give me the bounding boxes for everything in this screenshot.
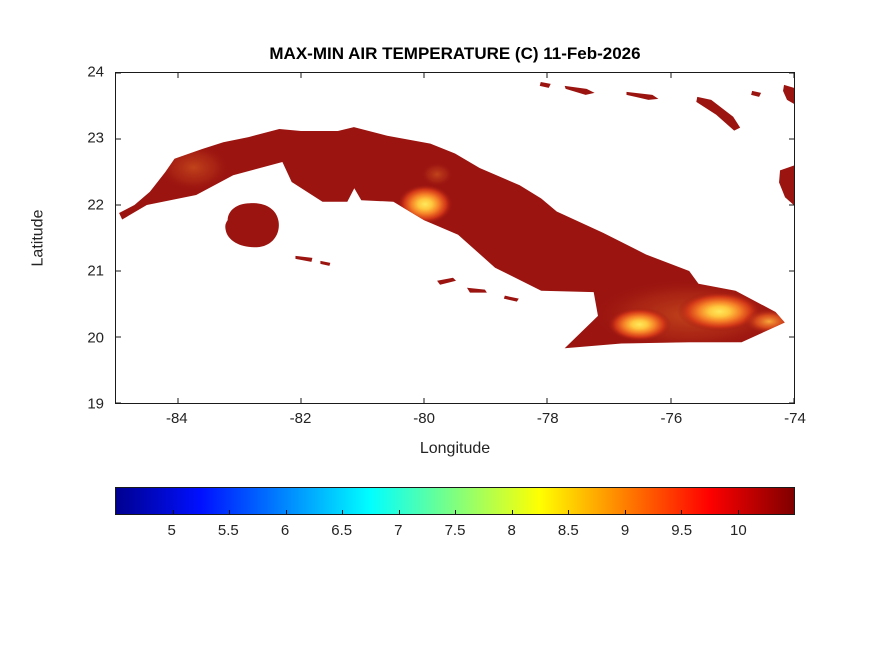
- colorbar-gradient: [116, 488, 794, 514]
- y-tick-mark: [789, 72, 794, 74]
- x-tick-mark: [177, 398, 179, 403]
- x-tick-label: -78: [536, 410, 559, 427]
- y-tick-mark: [116, 402, 121, 404]
- x-tick-label: -80: [413, 410, 435, 427]
- x-axis-ticks: -84 -82 -80 -78 -76 -74: [115, 410, 806, 430]
- hotspot-east-tip: [743, 308, 785, 335]
- hotspot-northwest: [157, 143, 230, 192]
- y-tick-label: 20: [87, 329, 104, 347]
- y-tick-mark: [789, 138, 794, 140]
- colorbar-tick-label: 10: [729, 522, 747, 539]
- colorbar-tick-mark: [511, 510, 513, 514]
- island-fragment: [751, 90, 762, 97]
- x-tick-mark: [300, 398, 302, 403]
- cay: [437, 277, 456, 285]
- hotspot-escambray: [397, 184, 454, 225]
- colorbar-tick-mark: [681, 510, 682, 514]
- island-fragment: [564, 85, 595, 95]
- colorbar-tick-label: 5: [167, 522, 176, 539]
- colorbar-tick-label: 8: [507, 522, 516, 539]
- colorbar: [115, 487, 795, 515]
- y-tick-mark: [116, 270, 121, 272]
- x-tick-mark: [670, 398, 672, 403]
- cay: [466, 287, 487, 293]
- colorbar-tick-label: 6: [280, 522, 290, 539]
- x-tick-mark: [670, 73, 672, 78]
- colorbar-tick-label: 8.5: [557, 522, 579, 539]
- hotspot-sierra-maestra: [607, 307, 672, 342]
- y-tick-mark: [789, 402, 794, 404]
- x-tick-mark: [546, 398, 548, 403]
- colorbar-tick-mark: [568, 510, 569, 514]
- y-tick-mark: [116, 336, 121, 338]
- colorbar-tick-label: 9.5: [671, 522, 693, 539]
- y-tick-label: 19: [87, 395, 104, 413]
- y-tick-label: 22: [87, 196, 104, 214]
- x-tick-mark: [423, 398, 425, 403]
- y-tick-mark: [116, 138, 121, 140]
- colorbar-tick-mark: [398, 510, 400, 514]
- plot-area: [115, 72, 795, 404]
- x-tick-mark: [300, 73, 302, 78]
- hotspot-escambray-north: [421, 162, 454, 187]
- colorbar-tick-label: 7.5: [444, 522, 466, 539]
- x-tick-mark: [793, 73, 795, 78]
- cay: [503, 295, 519, 302]
- isla-de-la-juventud: [225, 203, 279, 248]
- offshore-cays: [295, 255, 519, 302]
- cay: [295, 255, 313, 262]
- colorbar-tick-mark: [229, 510, 230, 514]
- bahamas-fragments: [539, 81, 794, 206]
- colorbar-tick-label: 7: [394, 522, 403, 539]
- y-axis-label-text: Latitude: [29, 209, 46, 267]
- y-tick-mark: [789, 204, 794, 206]
- cuba-heatmap: [119, 81, 794, 349]
- colorbar-tick-mark: [285, 510, 287, 514]
- x-tick-mark: [177, 73, 179, 78]
- x-tick-mark: [793, 398, 795, 403]
- y-axis-label: Latitude: [26, 72, 50, 404]
- colorbar-tick-mark: [172, 510, 174, 514]
- y-tick-mark: [789, 270, 794, 272]
- y-axis-ticks: 19 20 21 22 23 24: [60, 64, 108, 413]
- y-tick-label: 23: [87, 129, 104, 147]
- y-tick-label: 21: [87, 262, 104, 280]
- cay: [320, 260, 331, 266]
- colorbar-tick-label: 9: [620, 522, 630, 539]
- colorbar-tick-mark: [455, 510, 456, 514]
- island-fragment: [539, 81, 551, 88]
- chart-title: MAX-MIN AIR TEMPERATURE (C) 11-Feb-2026: [269, 44, 641, 63]
- x-tick-label: -76: [660, 410, 683, 427]
- x-tick-label: -82: [289, 410, 312, 427]
- colorbar-tick-mark: [342, 510, 343, 514]
- hotspot-east-central: [677, 291, 762, 332]
- x-tick-label: -84: [165, 410, 188, 427]
- y-tick-mark: [116, 72, 121, 74]
- island-fragment: [626, 91, 659, 100]
- colorbar-ticks: 5 5.5 6 6.5 7 7.5 8 8.5 9 9.5 10: [115, 522, 795, 542]
- x-tick-label: -74: [784, 410, 806, 427]
- y-tick-label: 24: [87, 63, 104, 81]
- y-tick-mark: [116, 204, 121, 206]
- colorbar-tick-mark: [624, 510, 626, 514]
- island-fragment: [779, 165, 794, 206]
- colorbar-tick-mark: [737, 510, 739, 514]
- island-fragment: [783, 84, 794, 104]
- island-fragment: [696, 96, 741, 131]
- x-axis-label: Longitude: [419, 440, 491, 457]
- y-tick-mark: [789, 336, 794, 338]
- colorbar-tick-label: 6.5: [331, 522, 353, 539]
- colorbar-tick-label: 5.5: [217, 522, 239, 539]
- x-tick-mark: [546, 73, 548, 78]
- x-tick-mark: [423, 73, 425, 78]
